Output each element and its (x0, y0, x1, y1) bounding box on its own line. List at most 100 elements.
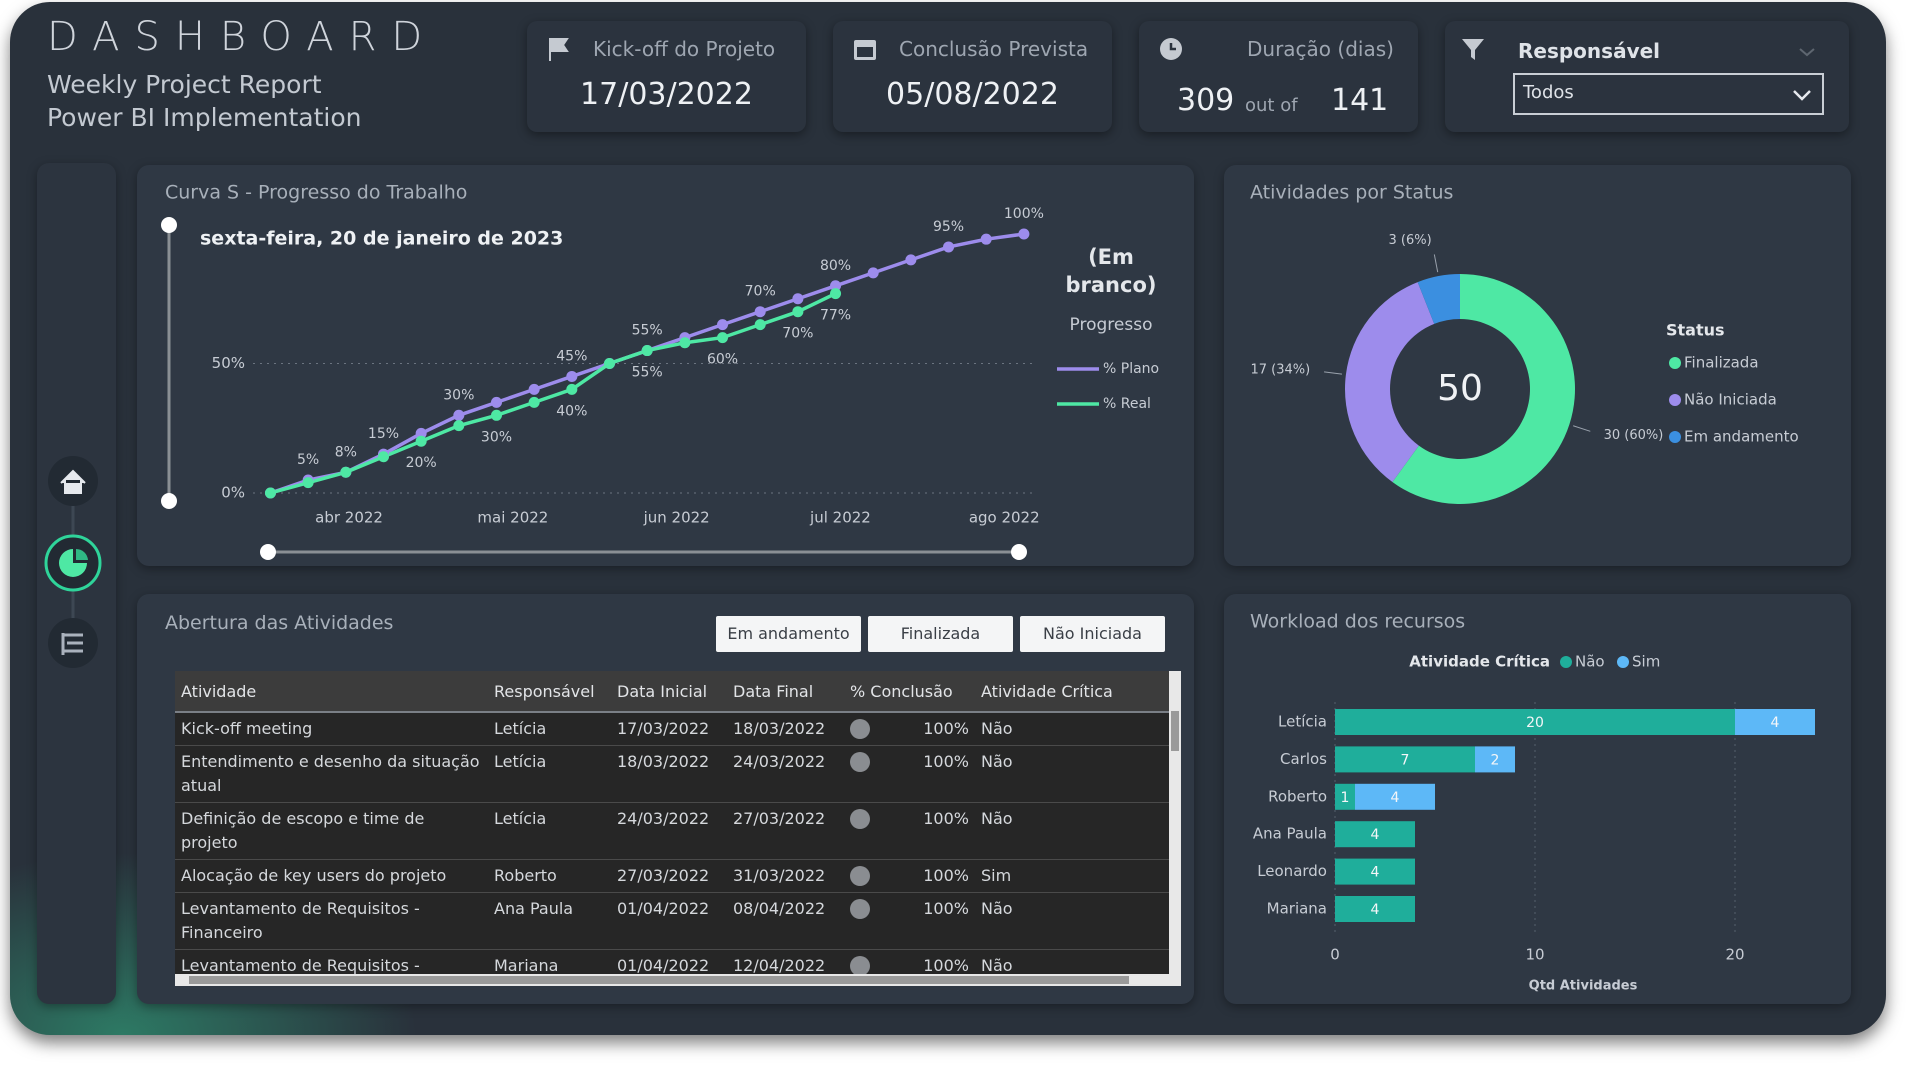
data-point (566, 383, 578, 395)
data-point (641, 345, 653, 357)
kpi-card: Duração (dias) 309 out of 141 (1139, 21, 1418, 132)
table-row: Levantamento de Requisitos - Financeiro A… (175, 892, 1181, 950)
table-row: Alocação de key users do projeto Roberto 2… (175, 859, 1181, 893)
table-panel: Abertura das Atividades Em andamento Fin… (137, 594, 1194, 1004)
data-point (604, 358, 616, 369)
slider-handle[interactable] (161, 493, 177, 509)
slider-handle[interactable] (260, 544, 276, 560)
table-cell: Não (975, 802, 1181, 860)
table-cell: Roberto (488, 859, 611, 893)
data-label: 55% (632, 323, 663, 339)
y-tick-label: Leonardo (1257, 862, 1327, 880)
leader-line (1433, 254, 1439, 273)
table-cell: Definição de escopo e time de projeto (175, 802, 488, 860)
header-row: Atividade Responsável Data Inicial Data Fin… (175, 671, 1181, 713)
flag-icon (549, 38, 569, 61)
data-label: 8% (335, 444, 357, 460)
clock-icon (1160, 38, 1182, 60)
data-point (679, 337, 691, 349)
data-label: 1 (1341, 790, 1350, 806)
bar (1735, 709, 1815, 735)
table-cell: Kick-off meeting (175, 712, 488, 746)
y-tick-label: Mariana (1267, 900, 1327, 918)
data-label: 15% (368, 426, 399, 442)
date-annotation: sexta-feira, 20 de janeiro de 2023 (200, 228, 563, 250)
chevron (1793, 90, 1811, 101)
x-tick-label: 0 (1330, 946, 1340, 964)
data-point (528, 383, 540, 395)
donut-slice (1417, 274, 1460, 324)
y-tick-label: Carlos (1280, 750, 1327, 768)
bar (1335, 783, 1355, 810)
slider-handle[interactable] (161, 217, 177, 233)
kpi-label: Duração (dias) (1247, 37, 1394, 61)
data-label: 5% (297, 452, 319, 468)
slider-handle[interactable] (1011, 544, 1027, 560)
kpi-card: Kick-off do Projeto 17/03/2022 (527, 21, 806, 132)
kpi-value: 05/08/2022 (886, 77, 1059, 112)
data-label: 80% (820, 258, 851, 274)
h-scrollbar[interactable] (175, 974, 1169, 986)
y-tick-label: 50% (212, 354, 245, 372)
column-header: Responsável (488, 671, 611, 713)
status-dot (850, 956, 870, 976)
data-point (566, 370, 578, 382)
s-curve-chart: Curva S - Progresso do Trabalho sexta-fe… (161, 182, 1159, 560)
cell-text: 100% (923, 956, 969, 975)
y-tick-label: Ana Paula (1253, 825, 1327, 843)
legend-title: (Em branco) (1065, 245, 1157, 297)
status-donut: Atividades por Status 50 Status 30 (60%)… (1250, 182, 1799, 504)
legend-label: Em andamento (1684, 428, 1799, 446)
chart-title: Atividades por Status (1250, 182, 1453, 204)
legend-label: % Plano (1103, 361, 1159, 377)
data-point (490, 396, 502, 408)
dashboard-title: DASHBOARD (47, 14, 438, 60)
data-point (830, 288, 842, 300)
legend-title: Atividade Crítica (1409, 653, 1550, 671)
data-point (980, 233, 992, 245)
collapse-icon[interactable] (1797, 45, 1817, 59)
data-label: 60% (707, 352, 738, 368)
dropdown-value: Todos (1523, 82, 1574, 103)
legend-marker (1617, 656, 1629, 668)
status-dot (850, 752, 870, 772)
data-label: 4 (1391, 790, 1400, 806)
data-label: 70% (745, 284, 776, 300)
data-label: 4 (1771, 715, 1780, 731)
table-cell: Ana Paula (488, 892, 611, 950)
v-scrollbar[interactable] (1169, 671, 1181, 986)
filter-card: Responsável Todos (1445, 21, 1849, 132)
subtitle: Weekly Project Report (47, 70, 322, 99)
table-cell: 31/03/2022 (727, 859, 844, 893)
data-label: 4 (1371, 827, 1380, 843)
data-label: 4 (1371, 865, 1380, 881)
dropdown[interactable]: Todos (1513, 73, 1824, 115)
data-point (754, 319, 766, 331)
nav-bar (37, 163, 116, 1004)
legend-label: Não (1575, 653, 1605, 671)
column-header: Data Final (727, 671, 844, 713)
filter-button[interactable]: Finalizada (868, 616, 1013, 652)
table-cell: Levantamento de Requisitos - Financeiro (175, 892, 488, 950)
data-label: 40% (556, 403, 587, 419)
cell-text: 100% (923, 719, 969, 738)
home-button[interactable] (48, 456, 98, 506)
kpi-label: Kick-off do Projeto (593, 37, 776, 61)
leader-line (1573, 425, 1591, 432)
detail-button[interactable] (48, 618, 98, 668)
filter-button[interactable]: Em andamento (716, 616, 861, 652)
subtitle: Power BI Implementation (47, 103, 362, 132)
status-dot (850, 719, 870, 739)
bar (1335, 821, 1415, 848)
data-point (792, 306, 804, 318)
chart-button[interactable] (44, 534, 102, 592)
table-cell: Não (975, 892, 1181, 950)
chart-title: Curva S - Progresso do Trabalho (165, 182, 467, 204)
activity-table: Atividade Responsável Data Inicial Data Fin… (175, 671, 1181, 983)
filter-button[interactable]: Não Iniciada (1020, 616, 1165, 652)
x-tick-label: mai 2022 (477, 509, 548, 527)
donut-slice (1345, 282, 1435, 483)
x-tick-label: 20 (1725, 946, 1744, 964)
table-cell: 24/03/2022 (727, 745, 844, 803)
table-cell: 18/03/2022 (727, 712, 844, 746)
